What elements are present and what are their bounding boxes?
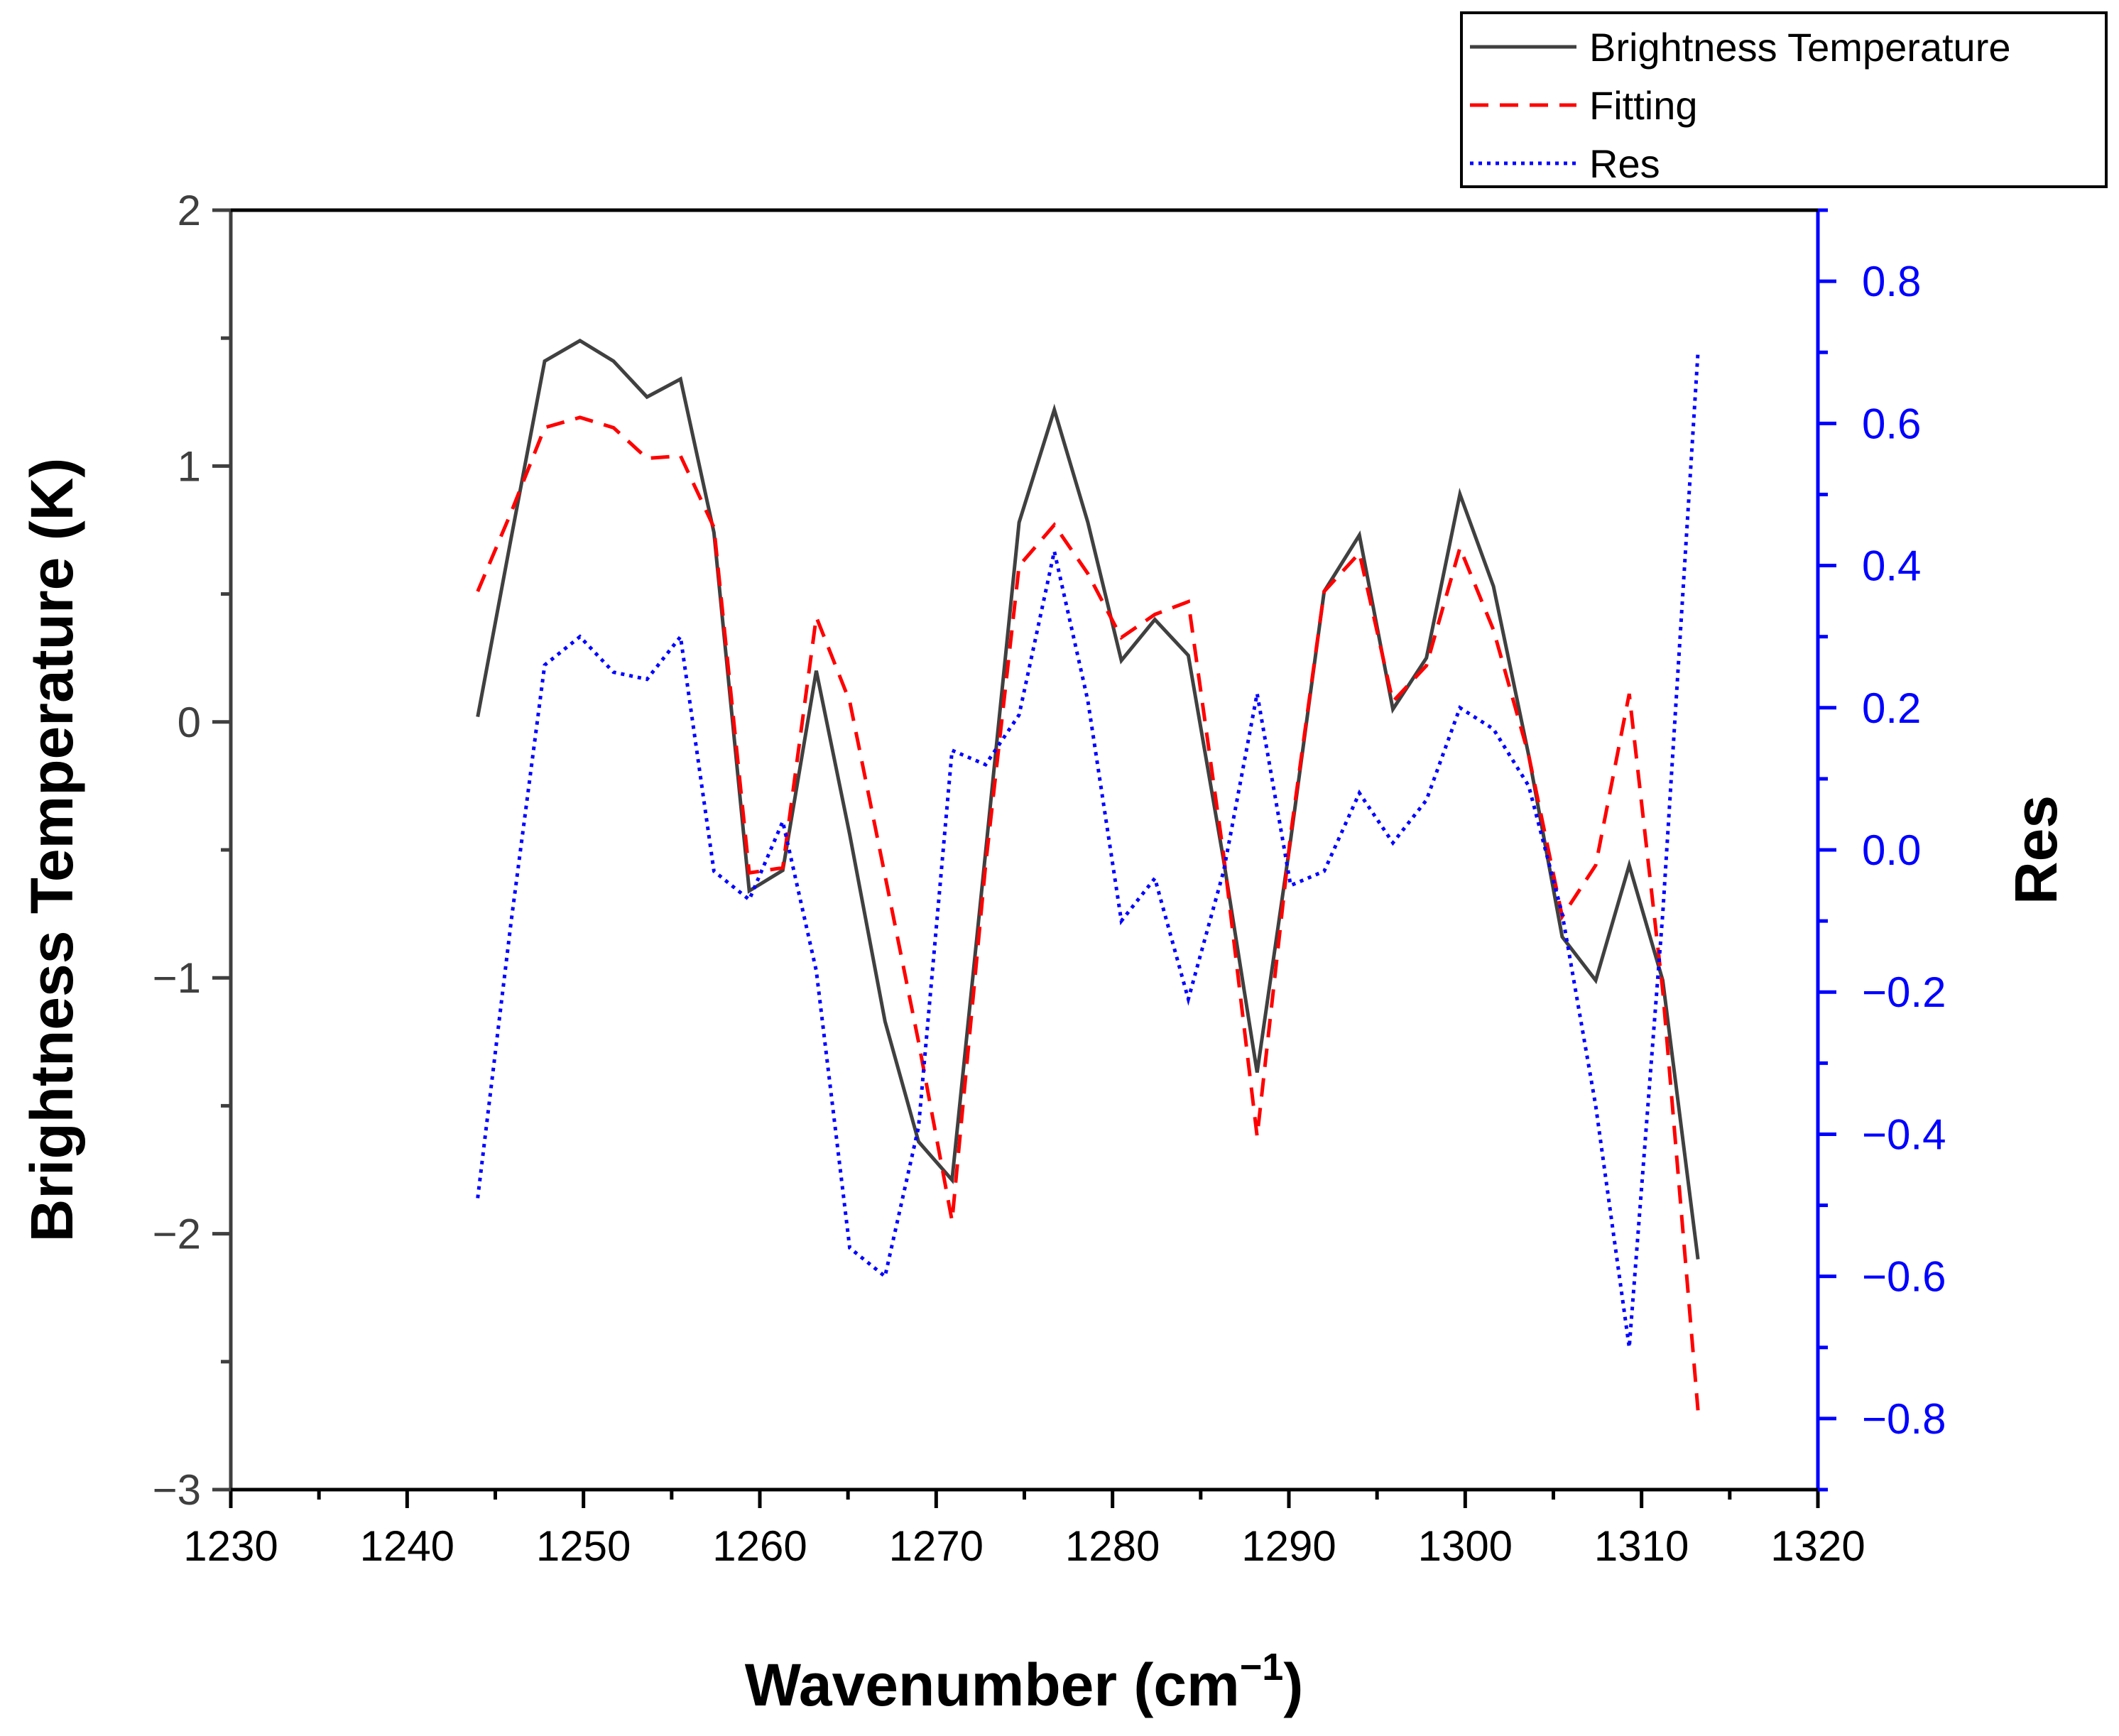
x-tick-label: 1310	[1594, 1522, 1689, 1570]
series-layer	[476, 338, 1700, 1411]
y-tick-label: −3	[153, 1466, 201, 1514]
y2-tick-label: 0.8	[1862, 258, 1921, 305]
y-tick-label: −1	[153, 954, 201, 1002]
legend-label-fitting: Fitting	[1589, 83, 1698, 128]
y-tick-label: −2	[153, 1211, 201, 1258]
x-tick-label: 1230	[183, 1522, 278, 1570]
legend-label-brightness: Brightness Temperature	[1589, 25, 2011, 70]
y2-tick-label: 0.0	[1862, 826, 1921, 874]
ticks-layer: 1230 1240 1250 1260 1270 1280 1290 1300 1310 1320…	[153, 187, 1946, 1570]
y2-tick-label: −0.6	[1862, 1253, 1946, 1301]
legend: Brightness Temperature Fitting Res	[1460, 11, 2108, 188]
series-brightness-line	[476, 338, 1700, 1260]
x-tick-label: 1300	[1418, 1522, 1513, 1570]
legend-item-res: Res	[1470, 141, 1660, 186]
y2-tick-label: −0.4	[1862, 1110, 1946, 1158]
legend-item-brightness: Brightness Temperature	[1470, 25, 2011, 70]
y2-tick-label: −0.8	[1862, 1395, 1946, 1443]
x-tick-label: 1250	[536, 1522, 631, 1570]
x-tick-label: 1260	[712, 1522, 807, 1570]
legend-label-res: Res	[1589, 141, 1660, 186]
legend-box	[1460, 11, 2108, 188]
y2-tick-label: 0.2	[1862, 684, 1921, 732]
y-tick-label: 2	[178, 187, 201, 234]
x-axis-title-superscript: −1	[1240, 1646, 1284, 1688]
x-tick-label: 1290	[1241, 1522, 1336, 1570]
y-tick-label: 0	[178, 699, 201, 746]
y-axis-title: Brightness Temperature (K)	[18, 458, 85, 1243]
legend-item-fitting: Fitting	[1470, 83, 1698, 128]
x-tick-label: 1280	[1065, 1522, 1160, 1570]
x-axis-title: Wavenumber (cm−1)	[745, 1646, 1304, 1718]
x-tick-label: 1320	[1770, 1522, 1865, 1570]
y2-tick-label: 0.4	[1862, 542, 1921, 590]
x-axis-title-end: )	[1283, 1652, 1303, 1718]
y2-axis-title: Res	[2003, 795, 2069, 905]
y2-tick-label: 0.6	[1862, 400, 1921, 447]
series-fitting-line	[476, 415, 1700, 1411]
x-tick-label: 1270	[889, 1522, 984, 1570]
y-tick-label: 1	[178, 442, 201, 490]
x-tick-label: 1240	[360, 1522, 454, 1570]
y2-tick-label: −0.2	[1862, 968, 1946, 1016]
